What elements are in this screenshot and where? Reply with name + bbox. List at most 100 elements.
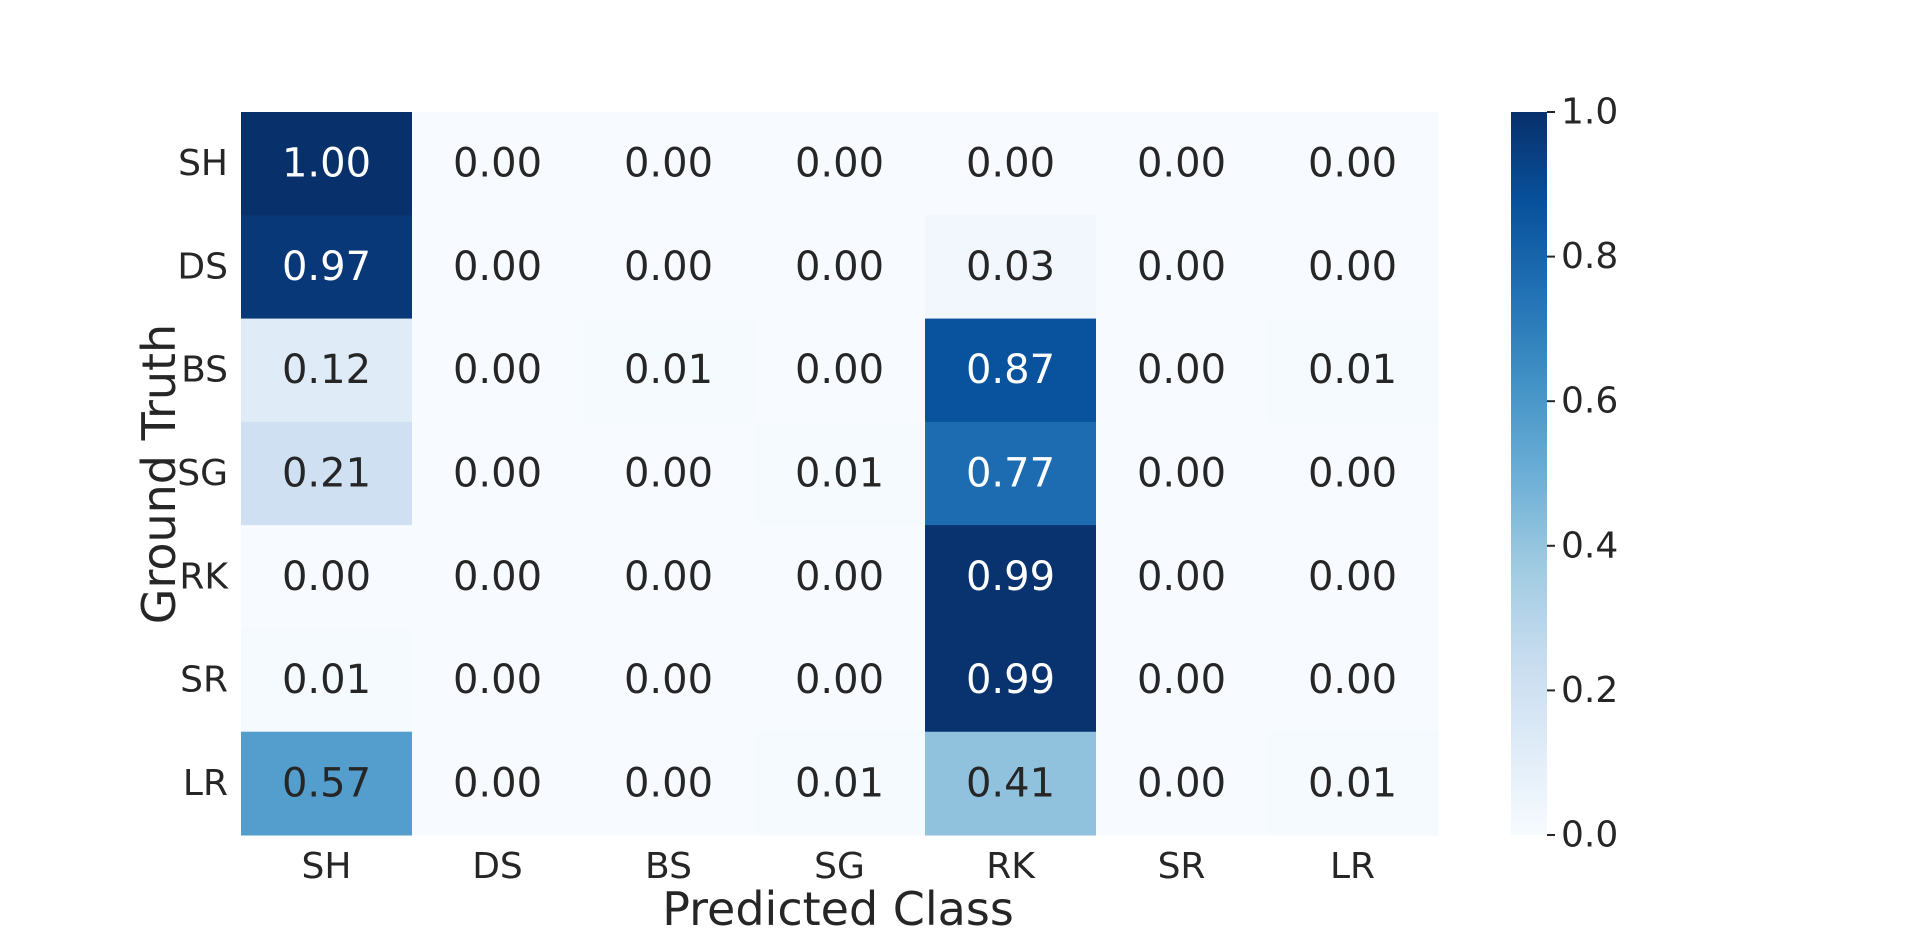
cell-value-label: 0.00	[795, 347, 884, 393]
cell-value-label: 0.77	[966, 451, 1055, 497]
heatmap-cell	[925, 215, 1097, 320]
heatmap-cell	[583, 628, 755, 733]
y-tick-label: BS	[181, 350, 228, 391]
cell-value-label: 0.99	[966, 657, 1055, 703]
cell-value-label: 0.00	[1137, 347, 1226, 393]
y-tick-label: DS	[177, 246, 228, 287]
heatmap-cell	[1267, 421, 1439, 526]
cell-value-label: 0.00	[624, 657, 713, 703]
heatmap-cell	[925, 421, 1097, 526]
heatmap-cell	[1096, 215, 1268, 320]
cell-value-label: 0.41	[966, 760, 1055, 806]
cell-value-label: 0.03	[966, 244, 1055, 290]
heatmap-cell	[1267, 318, 1439, 423]
x-tick-labels: SH DS BS SG RK SR LR	[302, 846, 1376, 887]
cell-value-label: 0.01	[795, 451, 884, 497]
heatmap-cell	[925, 112, 1097, 216]
heatmap-cell	[412, 731, 584, 836]
y-tick-label: LR	[183, 763, 228, 804]
heatmap-cell	[754, 318, 926, 423]
cell-value-label: 0.57	[282, 760, 371, 806]
heatmap-cell	[241, 421, 413, 526]
cell-value-label: 0.00	[453, 760, 542, 806]
cell-value-label: 0.00	[795, 141, 884, 187]
cell-value-label: 0.00	[1137, 760, 1226, 806]
x-tick-label: SH	[302, 846, 352, 887]
x-tick-label: BS	[645, 846, 692, 887]
cell-value-label: 0.00	[795, 657, 884, 703]
y-tick-label: SR	[180, 660, 228, 701]
cell-value-label: 0.87	[966, 347, 1055, 393]
cell-value-label: 0.00	[453, 657, 542, 703]
heatmap-cell	[241, 628, 413, 733]
cell-value-label: 0.00	[795, 554, 884, 600]
heatmap-cell	[1267, 525, 1439, 629]
cell-value-label: 0.01	[795, 760, 884, 806]
cell-value-label: 0.00	[966, 141, 1055, 187]
heatmap-cell	[925, 628, 1097, 733]
colorbar-tick-label: 0.8	[1561, 236, 1618, 277]
heatmap-cell	[1267, 112, 1439, 216]
heatmap-cell	[412, 628, 584, 733]
cell-value-label: 0.01	[1308, 347, 1397, 393]
x-tick-label: RK	[986, 846, 1036, 887]
cell-value-label: 0.00	[453, 347, 542, 393]
heatmap-cells: 1.00 0.00 0.00 0.00 0.00 0.00 0.00 0.97 0.00 0.00…	[241, 112, 1439, 836]
heatmap-cell	[754, 421, 926, 526]
heatmap-cell	[583, 112, 755, 216]
cell-value-label: 0.01	[282, 657, 371, 703]
heatmap-cell	[241, 318, 413, 423]
heatmap-cell	[754, 112, 926, 216]
heatmap-cell	[1267, 215, 1439, 320]
cell-value-label: 0.00	[282, 554, 371, 600]
heatmap-cell	[925, 525, 1097, 629]
cell-value-label: 0.00	[1137, 554, 1226, 600]
heatmap-cell	[925, 731, 1097, 836]
cell-value-label: 0.00	[1308, 657, 1397, 703]
cell-value-label: 0.00	[1137, 451, 1226, 497]
cell-value-label: 0.00	[624, 760, 713, 806]
x-axis-title: Predicted Class	[662, 882, 1014, 933]
cell-value-label: 0.00	[624, 451, 713, 497]
x-tick-label: DS	[472, 846, 523, 887]
cell-value-label: 0.00	[453, 141, 542, 187]
colorbar-tick-label: 0.4	[1561, 525, 1618, 566]
heatmap-cell	[1267, 731, 1439, 836]
cell-value-label: 1.00	[282, 141, 371, 187]
cell-value-label: 0.00	[1137, 657, 1226, 703]
heatmap-cell	[583, 525, 755, 629]
colorbar-ticks: 0.0 0.2 0.4 0.6 0.8 1.0	[1547, 92, 1618, 856]
heatmap-cell	[583, 318, 755, 423]
heatmap-cell	[925, 318, 1097, 423]
colorbar-tick-label: 0.6	[1561, 381, 1618, 422]
colorbar-tick-label: 1.0	[1561, 92, 1618, 133]
heatmap-cell	[241, 215, 413, 320]
cell-value-label: 0.00	[1137, 244, 1226, 290]
y-tick-label: RK	[179, 556, 229, 597]
heatmap-cell	[1267, 628, 1439, 733]
cell-value-label: 0.00	[1308, 244, 1397, 290]
heatmap-cell	[412, 215, 584, 320]
cell-value-label: 0.00	[624, 141, 713, 187]
heatmap-cell	[1096, 112, 1268, 216]
cell-value-label: 0.00	[1308, 141, 1397, 187]
x-tick-label: SR	[1158, 846, 1206, 887]
cell-value-label: 0.00	[795, 244, 884, 290]
cell-value-label: 0.21	[282, 451, 371, 497]
y-axis-title: Ground Truth	[132, 324, 186, 624]
cell-value-label: 0.01	[1308, 760, 1397, 806]
cell-value-label: 0.00	[1308, 554, 1397, 600]
heatmap-cell	[1096, 731, 1268, 836]
heatmap-cell	[412, 112, 584, 216]
heatmap-cell	[583, 215, 755, 320]
heatmap-cell	[1096, 525, 1268, 629]
heatmap-cell	[754, 525, 926, 629]
heatmap-cell	[1096, 318, 1268, 423]
heatmap-cell	[754, 628, 926, 733]
cell-value-label: 0.12	[282, 347, 371, 393]
y-tick-label: SG	[177, 453, 228, 494]
cell-value-label: 0.01	[624, 347, 713, 393]
cell-value-label: 0.00	[1308, 451, 1397, 497]
heatmap-cell	[412, 318, 584, 423]
heatmap-cell	[583, 731, 755, 836]
